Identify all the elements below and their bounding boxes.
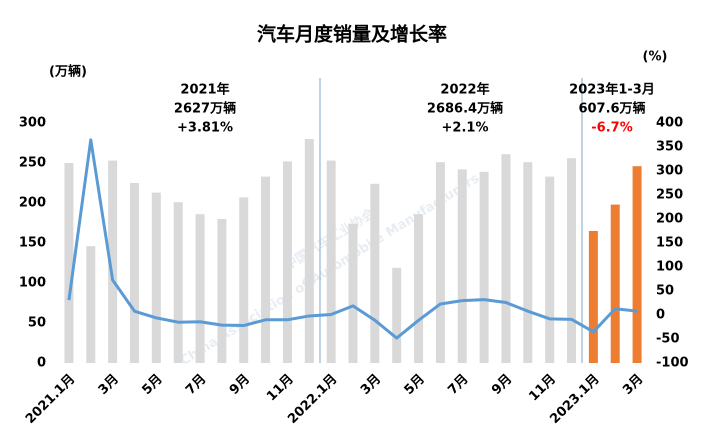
bar <box>545 176 555 363</box>
annotation: +2.1% <box>442 121 489 136</box>
annotation: 2686.4万辆 <box>427 101 503 117</box>
annotation: +3.81% <box>177 121 233 136</box>
x-tick-label: 7月 <box>183 372 209 398</box>
annotation: 2022年 <box>440 82 489 98</box>
y2-tick-label: 50 <box>656 284 674 299</box>
x-tick-label: 5月 <box>402 372 428 398</box>
bar <box>414 214 424 363</box>
chart-title: 汽车月度销量及增长率 <box>257 23 447 46</box>
y2-tick-label: 100 <box>656 260 683 275</box>
bar <box>64 163 74 363</box>
x-tick-label: 3月 <box>358 372 384 398</box>
bar <box>479 171 489 363</box>
y-tick-label: 300 <box>19 116 46 131</box>
bar <box>173 202 183 363</box>
x-tick-label: 5月 <box>139 372 165 398</box>
y-tick-label: 250 <box>19 156 46 171</box>
bar <box>86 246 96 363</box>
bar <box>457 169 467 363</box>
y-tick-label: 150 <box>19 236 46 251</box>
y2-tick-label: 250 <box>656 188 683 203</box>
bar <box>392 267 402 363</box>
growth-line <box>67 138 638 340</box>
bar <box>304 139 314 363</box>
x-tick-label: 3月 <box>620 372 646 398</box>
y2-tick-label: 0 <box>656 308 665 323</box>
bar <box>129 183 139 363</box>
y2-tick-label: 400 <box>656 116 683 131</box>
bar <box>195 214 205 363</box>
annotation: -6.7% <box>591 121 632 136</box>
x-tick-label: 3月 <box>96 372 122 398</box>
bar <box>588 231 598 363</box>
y2-axis-label: (%) <box>643 50 668 65</box>
y-tick-label: 50 <box>28 316 46 331</box>
x-tick-label: 9月 <box>489 372 515 398</box>
bar <box>151 192 161 363</box>
bar <box>326 160 336 363</box>
bar <box>523 162 533 363</box>
bar <box>217 219 227 363</box>
bar <box>282 161 292 363</box>
bar <box>239 197 249 363</box>
bar <box>108 160 118 363</box>
bar <box>501 154 511 363</box>
y2-tick-label: -50 <box>656 332 680 347</box>
bar <box>435 162 445 363</box>
bar <box>370 183 380 363</box>
x-tick-label: 11月 <box>264 372 297 405</box>
x-tick-label: 7月 <box>445 372 471 398</box>
y-tick-label: 200 <box>19 196 46 211</box>
bar <box>348 223 358 363</box>
annotation: 2021年 <box>180 82 229 98</box>
y2-tick-label: 300 <box>656 164 683 179</box>
x-tick-label: 2021.1月 <box>23 372 78 427</box>
y-tick-label: 0 <box>37 356 46 371</box>
bar <box>261 176 271 363</box>
y-axis-label: (万辆) <box>49 64 87 80</box>
bar <box>567 158 577 363</box>
bar <box>632 166 642 363</box>
x-tick-label: 11月 <box>526 372 559 405</box>
y-tick-label: 100 <box>19 276 46 291</box>
annotation: 2627万辆 <box>174 101 236 117</box>
y2-tick-label: -100 <box>656 356 689 371</box>
x-tick-label: 9月 <box>227 372 253 398</box>
y2-tick-label: 150 <box>656 236 683 251</box>
y2-tick-label: 200 <box>656 212 683 227</box>
annotation: 607.6万辆 <box>578 101 645 117</box>
y2-tick-label: 350 <box>656 140 683 155</box>
bar <box>610 204 620 363</box>
annotation: 2023年1-3月 <box>569 82 655 98</box>
